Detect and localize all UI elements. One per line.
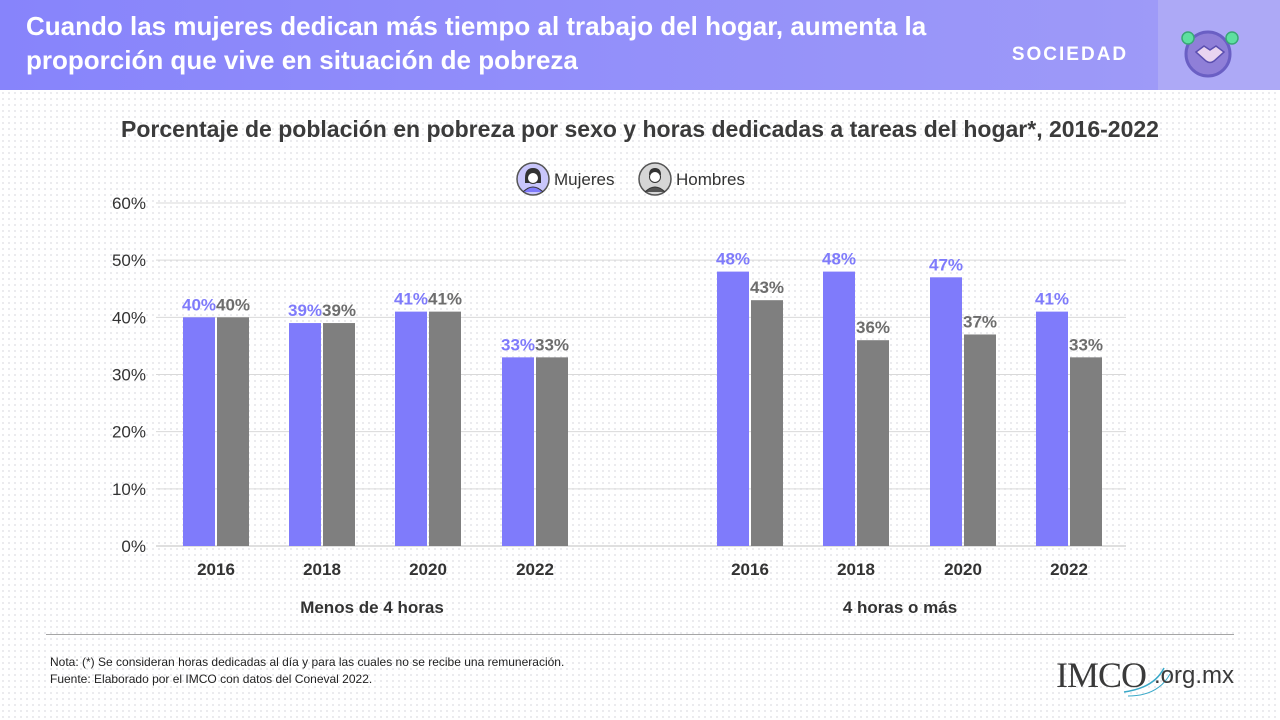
source-note: Fuente: Elaborado por el IMCO con datos … [50,672,373,686]
x-tick-label: 2018 [303,560,341,579]
legend-label-mujeres: Mujeres [554,170,615,189]
bar-hombres [857,340,889,546]
x-tick-label: 2016 [731,560,769,579]
chart-title: Porcentaje de población en pobreza por s… [121,116,1159,142]
data-label: 41% [428,290,462,309]
man-avatar-icon [638,162,672,196]
data-label: 39% [288,301,322,320]
data-label: 48% [716,250,750,269]
bar-mujeres [1036,311,1068,546]
data-label: 48% [822,250,856,269]
data-label: 47% [929,255,963,274]
logo-domain: .org.mx [1154,662,1235,689]
x-tick-label: 2020 [409,560,447,579]
bar-hombres [323,323,355,546]
imco-logo: IMCO .org.mx [1056,652,1236,698]
y-tick-label: 10% [112,480,146,499]
x-tick-label: 2016 [197,560,235,579]
bar-mujeres [395,311,427,546]
data-label: 40% [182,295,216,314]
data-label: 39% [322,301,356,320]
data-label: 33% [1069,335,1103,354]
bar-mujeres [183,317,215,546]
footer-notes: Nota: (*) Se consideran horas dedicadas … [50,654,564,688]
logo-text: IMCO [1056,655,1147,695]
section-label: SOCIEDAD [1011,44,1129,65]
data-label: 33% [501,335,535,354]
group-label: Menos de 4 horas [300,598,444,617]
data-label: 33% [535,335,569,354]
data-label: 41% [394,290,428,309]
y-tick-label: 0% [121,537,146,556]
handshake-heart-icon [1181,30,1239,78]
bar-mujeres [823,271,855,546]
logo-swirl-icon [1123,667,1171,697]
data-label: 43% [750,278,784,297]
group-label: 4 horas o más [843,598,957,617]
x-tick-label: 2018 [837,560,875,579]
x-tick-label: 2020 [944,560,982,579]
data-label: 40% [216,295,250,314]
headline: Cuando las mujeres dedican más tiempo al… [26,11,927,75]
y-tick-label: 20% [112,423,146,442]
woman-avatar-icon [516,162,550,196]
bar-mujeres [717,271,749,546]
y-tick-label: 30% [112,366,146,385]
y-tick-label: 60% [112,194,146,213]
x-tick-label: 2022 [516,560,554,579]
data-label: 37% [963,312,997,331]
bar-mujeres [289,323,321,546]
bar-mujeres [930,277,962,546]
y-tick-label: 50% [112,251,146,270]
bar-mujeres [502,357,534,546]
data-label: 36% [856,318,890,337]
legend-label-hombres: Hombres [676,170,745,189]
bar-hombres [217,317,249,546]
bar-hombres [536,357,568,546]
bar-hombres [751,300,783,546]
section-icon-panel [1158,0,1280,90]
header-banner: Cuando las mujeres dedican más tiempo al… [0,0,1280,90]
bar-hombres [964,334,996,546]
bar-hombres [1070,357,1102,546]
y-tick-label: 40% [112,308,146,327]
footnote: Nota: (*) Se consideran horas dedicadas … [50,655,565,669]
data-label: 41% [1035,290,1069,309]
footer-divider [46,634,1234,635]
x-tick-label: 2022 [1050,560,1088,579]
bar-hombres [429,311,461,546]
